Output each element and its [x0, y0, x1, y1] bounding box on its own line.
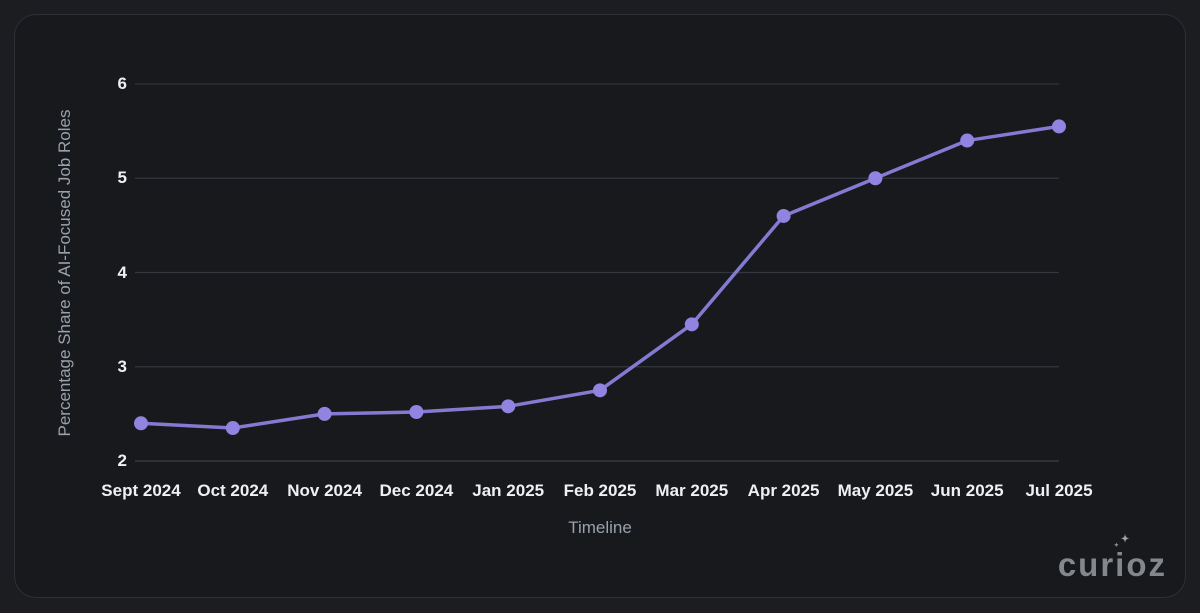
x-tick-label-0: Sept 2024	[101, 481, 181, 500]
data-point-4	[501, 399, 516, 414]
y-tick-label-3: 3	[117, 356, 127, 376]
chart-card: Percentage Share of AI-Focused Job Roles…	[14, 14, 1186, 598]
data-point-5	[593, 383, 607, 398]
x-tick-label-10: Jul 2025	[1025, 481, 1093, 500]
y-tick-label-2: 2	[117, 451, 127, 470]
sparkle-icon: ✦	[1113, 543, 1119, 549]
x-tick-label-6: Mar 2025	[655, 481, 729, 500]
line-chart-plot-area	[134, 83, 1066, 462]
data-point-7	[776, 208, 791, 223]
curioz-logo: ✦ ✦ curioz	[1057, 535, 1167, 583]
x-axis-title: Timeline	[568, 518, 632, 537]
y-tick-label-5: 5	[117, 168, 127, 188]
data-point-9	[960, 133, 975, 148]
x-tick-label-1: Oct 2024	[197, 481, 269, 500]
x-tick-label-5: Feb 2025	[563, 481, 637, 500]
x-tick-label-2: Nov 2024	[287, 481, 362, 500]
data-point-0	[134, 416, 148, 431]
data-point-10	[1052, 119, 1066, 134]
data-point-8	[868, 171, 883, 186]
data-point-1	[225, 421, 240, 436]
data-line	[139, 124, 1061, 430]
curioz-logo-word: curioz	[1057, 546, 1167, 583]
data-point-3	[409, 404, 424, 419]
y-tick-label-4: 4	[117, 262, 127, 282]
x-tick-label-8: May 2025	[837, 481, 914, 500]
sparkle-icon: ✦	[1120, 534, 1130, 545]
curioz-logo-text: ✦ ✦ curioz	[1057, 535, 1167, 583]
data-point-6	[684, 317, 699, 332]
x-tick-label-4: Jan 2025	[472, 481, 545, 500]
x-tick-label-9: Jun 2025	[930, 481, 1004, 500]
x-tick-label-7: Apr 2025	[747, 481, 820, 500]
data-point-2	[317, 406, 332, 421]
y-tick-label-6: 6	[117, 74, 127, 93]
x-tick-label-3: Dec 2024	[379, 481, 454, 500]
